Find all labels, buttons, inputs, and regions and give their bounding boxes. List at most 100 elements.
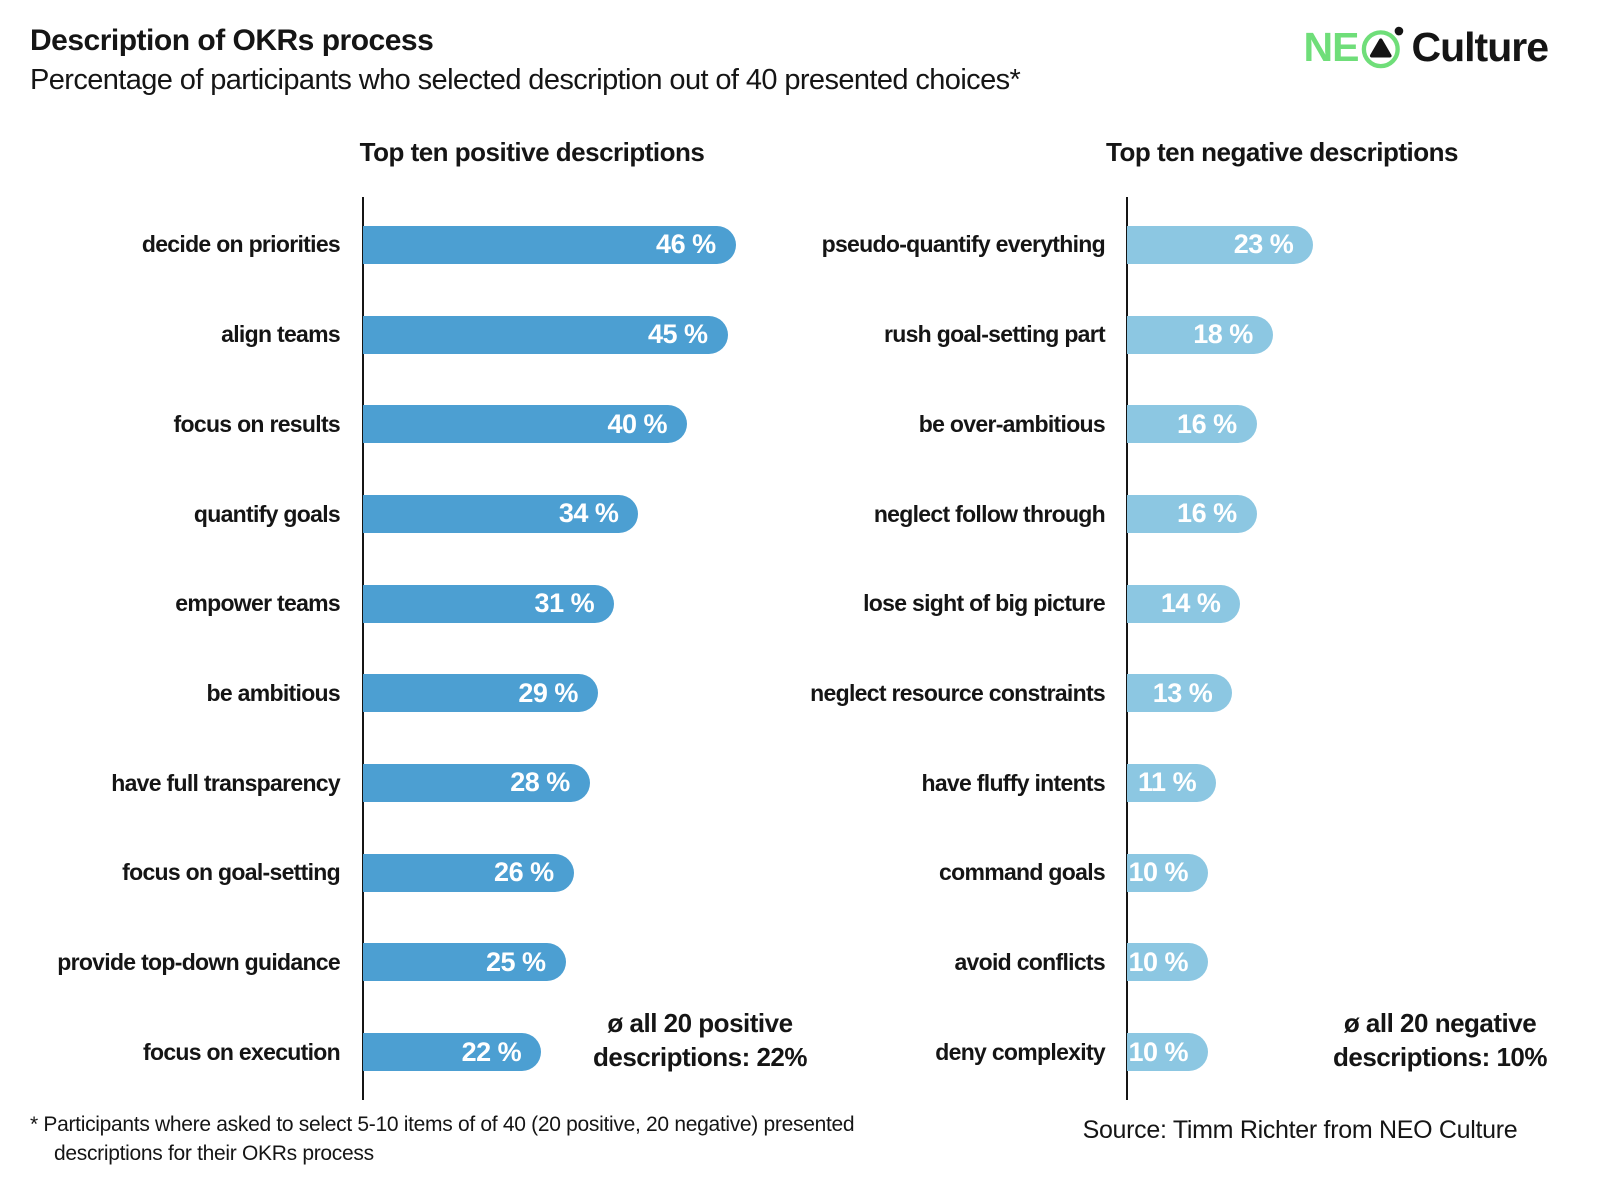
chart-row: be over-ambitious 16 %	[770, 379, 1600, 469]
page-subtitle: Percentage of participants who selected …	[30, 64, 1021, 96]
bar-value-label: 10 %	[1128, 1036, 1188, 1067]
chart-row: focus on results 40 %	[20, 379, 780, 469]
bar-value-label: 13 %	[1152, 677, 1213, 708]
chart-row: quantify goals 34 %	[20, 469, 780, 559]
bar-value-label: 31 %	[534, 588, 595, 619]
bar-value-label: 10 %	[1128, 857, 1188, 888]
bar-value-label: 29 %	[518, 677, 578, 708]
chart-row: deny complexity 10 %	[770, 1007, 1600, 1097]
bar-value-label: 18 %	[1193, 319, 1253, 350]
category-label: deny complexity	[935, 1038, 1105, 1065]
bar: 11 %	[1127, 763, 1217, 802]
category-label: align teams	[221, 321, 341, 348]
chart-row: be ambitious 29 %	[20, 648, 780, 738]
bar-value-label: 16 %	[1177, 498, 1237, 529]
bar: 34 %	[363, 494, 639, 533]
chart-row: rush goal-setting part 18 %	[770, 290, 1600, 380]
bar: 10 %	[1127, 853, 1208, 892]
chart-row: empower teams 31 %	[20, 559, 780, 649]
page-title: Description of OKRs process	[30, 24, 434, 57]
bar: 46 %	[363, 225, 736, 264]
chart-row: neglect follow through 16 %	[770, 469, 1600, 559]
category-label: neglect follow through	[873, 500, 1106, 527]
category-label: be ambitious	[206, 679, 341, 706]
category-label: neglect resource constraints	[810, 679, 1106, 706]
bar: 16 %	[1127, 494, 1257, 533]
chart-row: align teams 45 %	[20, 290, 780, 380]
bar-value-label: 11 %	[1138, 767, 1197, 798]
y-axis-line	[362, 197, 364, 1100]
chart-row: command goals 10 %	[770, 828, 1600, 918]
chart-row: pseudo-quantify everything 23 %	[770, 200, 1600, 290]
bar: 10 %	[1127, 943, 1208, 982]
bar-value-label: 26 %	[494, 857, 554, 888]
bar: 23 %	[1127, 225, 1314, 264]
bar: 40 %	[363, 405, 687, 444]
chart-row: have full transparency 28 %	[20, 738, 780, 828]
logo-text-ne: NE	[1303, 24, 1360, 70]
bar: 18 %	[1127, 315, 1273, 354]
chart-row: avoid conflicts 10 %	[770, 918, 1600, 1008]
bar-value-label: 25 %	[485, 946, 546, 977]
bar-value-label: 45 %	[647, 319, 708, 350]
logo-circle-triangle-icon	[1361, 26, 1403, 69]
category-label: decide on priorities	[141, 231, 341, 258]
negative-descriptions-chart: Top ten negative descriptions pseudo-qua…	[770, 137, 1600, 1100]
chart-row: focus on execution 22 %	[20, 1007, 780, 1097]
chart-title-negative: Top ten negative descriptions	[1106, 137, 1458, 167]
bar: 31 %	[363, 584, 615, 623]
category-label: empower teams	[175, 590, 340, 617]
category-label: focus on goal-setting	[122, 859, 341, 886]
category-label: provide top-down guidance	[57, 948, 340, 975]
bar: 13 %	[1127, 674, 1233, 713]
chart-row: provide top-down guidance 25 %	[20, 918, 780, 1008]
bars-group: decide on priorities 46 % align teams 45 % f…	[20, 200, 780, 1097]
footnote-line: * Participants where asked to select 5-1…	[30, 1113, 855, 1136]
bar-value-label: 16 %	[1177, 408, 1237, 439]
chart-row: neglect resource constraints 13 %	[770, 648, 1600, 738]
category-label: focus on execution	[143, 1038, 341, 1065]
category-label: command goals	[939, 859, 1106, 886]
category-label: quantify goals	[193, 500, 341, 527]
y-axis-line	[1126, 197, 1128, 1100]
category-label: avoid conflicts	[954, 948, 1105, 975]
bar-value-label: 34 %	[558, 498, 619, 529]
average-annotation-positive: ø all 20 positive descriptions: 22%	[592, 1008, 808, 1072]
neo-culture-logo: NE Culture	[1303, 24, 1549, 71]
bar-value-label: 28 %	[510, 767, 570, 798]
bar: 10 %	[1127, 1033, 1208, 1072]
bar-value-label: 23 %	[1233, 229, 1294, 260]
bar: 28 %	[363, 763, 590, 802]
source-credit: Source: Timm Richter from NEO Culture	[1082, 1116, 1518, 1144]
chart-title-positive: Top ten positive descriptions	[359, 137, 705, 167]
chart-row: focus on goal-setting 26 %	[20, 828, 780, 918]
bar: 14 %	[1127, 584, 1241, 623]
bar: 25 %	[363, 943, 566, 982]
bars-group: pseudo-quantify everything 23 % rush goal-…	[770, 200, 1600, 1097]
category-label: rush goal-setting part	[883, 321, 1106, 348]
bar-value-label: 10 %	[1128, 946, 1188, 977]
chart-row: decide on priorities 46 %	[20, 200, 780, 290]
category-label: focus on results	[173, 410, 341, 437]
category-label: be over-ambitious	[918, 410, 1106, 437]
bar-value-label: 46 %	[656, 229, 716, 260]
category-label: lose sight of big picture	[863, 590, 1106, 617]
category-label: have full transparency	[111, 769, 340, 796]
footnote-line: descriptions for their OKRs process	[54, 1142, 374, 1166]
positive-descriptions-chart: Top ten positive descriptions decide on …	[20, 137, 808, 1100]
bar: 45 %	[363, 315, 728, 354]
chart-row: have fluffy intents 11 %	[770, 738, 1600, 828]
category-label: have fluffy intents	[921, 769, 1105, 796]
bar: 26 %	[363, 853, 574, 892]
bar: 29 %	[363, 674, 598, 713]
bar: 22 %	[363, 1033, 542, 1072]
category-label: pseudo-quantify everything	[821, 231, 1106, 258]
bar-value-label: 22 %	[461, 1036, 522, 1067]
bar: 16 %	[1127, 405, 1257, 444]
average-annotation-negative: ø all 20 negative descriptions: 10%	[1332, 1008, 1548, 1072]
footnote: * Participants where asked to select 5-1…	[30, 1110, 1050, 1169]
chart-row: lose sight of big picture 14 %	[770, 559, 1600, 649]
bar-value-label: 14 %	[1160, 588, 1221, 619]
logo-text-culture: Culture	[1411, 24, 1549, 70]
